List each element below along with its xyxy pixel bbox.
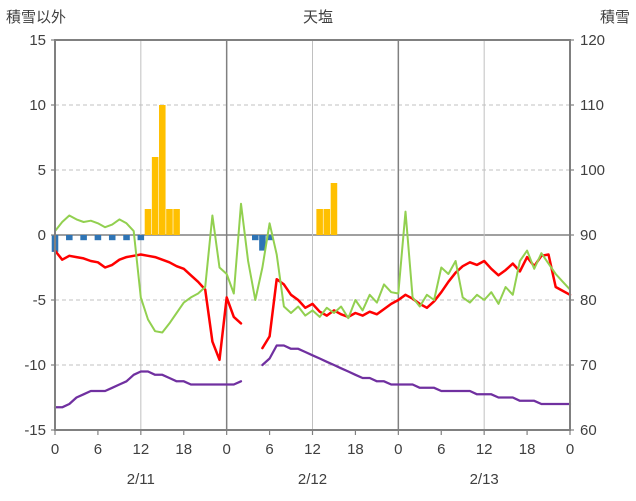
tick-label: 6 bbox=[265, 441, 273, 458]
snowfall-bars-bar bbox=[323, 209, 331, 235]
tick-label: 2/12 bbox=[298, 471, 327, 488]
blue-bars-bar bbox=[266, 235, 273, 241]
snowfall-bars-bar bbox=[159, 105, 166, 235]
snowfall-bars-bar bbox=[151, 157, 159, 235]
tick-label: 5 bbox=[38, 162, 46, 179]
right-axis-title: 積雪 bbox=[599, 9, 630, 26]
blue-bars-bar bbox=[80, 235, 87, 241]
tick-label: -15 bbox=[24, 422, 46, 439]
tick-label: 6 bbox=[437, 441, 445, 458]
right-axis: 120 110 100 90 80 70 60 bbox=[570, 32, 605, 439]
tick-label: 90 bbox=[580, 227, 597, 244]
tick-label: 2/13 bbox=[470, 471, 499, 488]
tick-label: 2/11 bbox=[127, 471, 155, 488]
tick-label: 60 bbox=[580, 422, 597, 439]
tick-label: 15 bbox=[29, 32, 46, 49]
blue-bars-bar bbox=[137, 235, 145, 241]
tick-label: 6 bbox=[94, 441, 102, 458]
tick-label: 12 bbox=[304, 441, 321, 458]
green-line bbox=[54, 202, 571, 334]
snowfall-bars-bar bbox=[166, 209, 173, 235]
tick-label: 0 bbox=[394, 441, 402, 458]
snowfall-bars-bar bbox=[144, 209, 152, 235]
blue-bars-bar bbox=[66, 235, 73, 241]
tick-label: 110 bbox=[580, 97, 604, 114]
left-axis: 15 10 5 0 -5 -10 -15 bbox=[24, 32, 55, 439]
chart-title: 天塩 bbox=[302, 9, 333, 26]
tick-label: 120 bbox=[580, 32, 605, 49]
tick-label: 80 bbox=[580, 292, 597, 309]
blue-bars-bar bbox=[252, 235, 259, 241]
snowfall-bars bbox=[144, 105, 338, 235]
blue-bars-bar bbox=[259, 235, 266, 251]
tick-label: 0 bbox=[38, 227, 46, 244]
snowfall-bars-bar bbox=[330, 183, 338, 235]
left-axis-title: 積雪以外 bbox=[6, 9, 67, 26]
tick-label: 10 bbox=[29, 97, 46, 114]
blue-bars-bar bbox=[123, 235, 130, 241]
snowfall-bars-bar bbox=[173, 209, 180, 235]
tick-label: 12 bbox=[476, 441, 493, 458]
tick-label: 12 bbox=[132, 441, 149, 458]
tick-label: 100 bbox=[580, 162, 605, 179]
tick-label: 0 bbox=[566, 441, 574, 458]
tick-label: 18 bbox=[175, 441, 192, 458]
x-axis: 0 6 12 18 0 6 12 18 0 6 12 18 0 2/11 2/12 2/13 bbox=[51, 430, 574, 488]
green-line-path bbox=[54, 202, 571, 334]
tick-label: -10 bbox=[24, 357, 46, 374]
snowfall-bars-bar bbox=[316, 209, 323, 235]
blue-bars-bar bbox=[108, 235, 116, 241]
tick-label: 0 bbox=[51, 441, 59, 458]
purple-line bbox=[53, 344, 572, 409]
tick-label: 0 bbox=[222, 441, 230, 458]
blue-bars-bar bbox=[94, 235, 102, 241]
blue-bars bbox=[51, 235, 273, 252]
tick-label: -5 bbox=[33, 292, 46, 309]
tick-label: 18 bbox=[347, 441, 364, 458]
tick-label: 70 bbox=[580, 357, 597, 374]
purple-line-path bbox=[53, 344, 572, 409]
tick-label: 18 bbox=[519, 441, 536, 458]
gridlines bbox=[55, 40, 570, 430]
